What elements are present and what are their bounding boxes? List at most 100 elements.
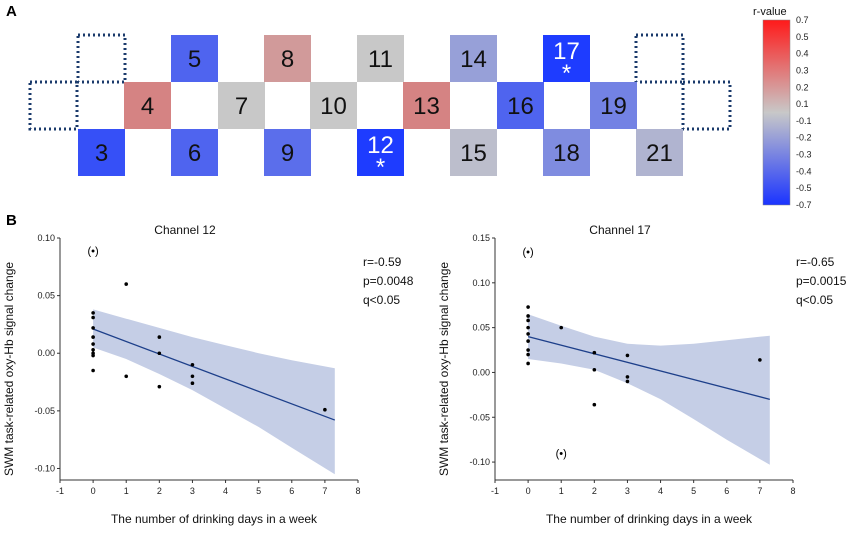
data-point	[625, 353, 630, 358]
channel-cell-12	[357, 129, 404, 176]
colorbar-tick-label: 0.5	[796, 32, 809, 42]
channel-cell-9	[264, 129, 311, 176]
data-point	[190, 362, 195, 367]
y-tick-label: 0.05	[472, 323, 490, 333]
scatter-channel-12: Channel 12 -0.10 -0.05 0.00 0.05 0.10 -1 0 1 2 3 4 5…	[2, 223, 414, 526]
channel-cell-6	[171, 129, 218, 176]
channel-label-13: 13	[413, 93, 440, 120]
data-point	[157, 384, 162, 389]
stats-text: p=0.0048	[363, 274, 414, 288]
channel-label-18: 18	[553, 140, 580, 167]
data-point	[526, 339, 530, 343]
stats-text: r=-0.59	[363, 255, 402, 269]
data-point	[91, 347, 95, 352]
channel-label-19: 19	[600, 93, 627, 120]
y-tick-label: 0.00	[472, 367, 490, 377]
data-point	[91, 342, 95, 346]
x-tick-label: 1	[559, 486, 564, 496]
stats-text: p=0.0015	[796, 274, 847, 288]
channel-cell-21	[636, 129, 683, 176]
colorbar-tick-label: 0.4	[796, 49, 809, 59]
data-point	[526, 348, 530, 352]
significance-star: *	[376, 154, 385, 181]
channel-label-7: 7	[235, 93, 248, 120]
data-point	[157, 335, 162, 339]
colorbar-tick-label: 0.7	[796, 15, 809, 25]
x-tick-label: 4	[658, 486, 663, 496]
channel-label-10: 10	[320, 93, 347, 120]
channel-map	[28, 33, 732, 131]
x-tick-label: 8	[355, 486, 360, 496]
x-axis-title: The number of drinking days in a week	[546, 512, 753, 526]
channel-label-6: 6	[188, 140, 201, 167]
colorbar	[762, 19, 791, 206]
scatter-channel-17: Channel 17 -0.10 -0.05 0.00 0.05 0.10 0.15 -1 0 1…	[437, 223, 847, 526]
data-point	[91, 315, 95, 320]
x-tick-label: 0	[526, 486, 531, 496]
data-point	[526, 314, 530, 318]
x-tick-label: 3	[190, 486, 195, 496]
outlier-point: (•)	[88, 246, 99, 258]
data-point	[592, 367, 597, 372]
y-axis-title: SWM task-related oxy-Hb signal change	[437, 262, 451, 476]
x-tick-label: 8	[790, 486, 795, 496]
confidence-band	[93, 309, 335, 475]
plot-title: Channel 12	[154, 223, 216, 237]
channel-cell-7	[218, 82, 265, 129]
channel-cell-10	[310, 82, 357, 129]
x-tick-label: -1	[56, 486, 64, 496]
x-tick-label: -1	[491, 486, 499, 496]
colorbar-tick-label: 0.2	[796, 82, 809, 92]
channel-label-11: 11	[368, 46, 393, 73]
colorbar-tick-label: -0.2	[796, 133, 812, 143]
x-tick-label: 7	[757, 486, 762, 496]
colorbar-tick-label: -0.3	[796, 150, 812, 160]
empty-channel-box	[28, 80, 79, 131]
data-point	[625, 379, 630, 384]
y-tick-label: -0.10	[469, 457, 490, 467]
channel-label-5: 5	[188, 46, 201, 73]
data-point	[124, 282, 129, 286]
data-point	[91, 368, 95, 373]
regression-line	[527, 335, 770, 400]
data-point	[157, 351, 162, 356]
colorbar-tick-label: -0.4	[796, 166, 812, 176]
x-axis-title: The number of drinking days in a week	[111, 512, 318, 526]
channel-cell-13	[403, 82, 450, 129]
data-point	[592, 350, 597, 355]
channel-label-4: 4	[141, 93, 154, 120]
channel-cell-18	[543, 129, 590, 176]
stats-text: q<0.05	[363, 293, 400, 307]
channel-cell-11	[357, 35, 404, 82]
channel-cell-15	[450, 129, 497, 176]
channel-cell-16	[497, 82, 544, 129]
y-tick-label: -0.05	[34, 406, 55, 416]
data-point	[91, 335, 95, 339]
data-point	[124, 374, 129, 379]
data-point	[91, 311, 95, 315]
y-tick-label: -0.05	[469, 412, 490, 422]
channel-label-17: 17	[553, 38, 580, 65]
x-tick-label: 1	[124, 486, 129, 496]
channel-cell-17	[543, 35, 590, 82]
data-point	[559, 325, 564, 330]
data-point	[592, 402, 597, 407]
x-tick-label: 5	[691, 486, 696, 496]
data-point	[526, 305, 530, 309]
channel-cell-14	[450, 35, 497, 82]
x-tick-label: 2	[592, 486, 597, 496]
plot-title: Channel 17	[589, 223, 651, 237]
data-point	[625, 375, 630, 379]
colorbar-tick-label: -0.5	[796, 183, 812, 193]
data-point	[526, 325, 530, 330]
y-tick-label: 0.10	[472, 278, 490, 288]
regression-line	[92, 328, 336, 421]
y-tick-label: -0.10	[34, 463, 55, 473]
empty-channel-box	[634, 33, 685, 84]
data-point	[526, 361, 530, 366]
x-tick-label: 5	[256, 486, 261, 496]
data-point	[190, 381, 195, 386]
channel-cell-8	[264, 35, 311, 82]
empty-channel-box	[681, 80, 732, 131]
data-point	[190, 374, 195, 379]
